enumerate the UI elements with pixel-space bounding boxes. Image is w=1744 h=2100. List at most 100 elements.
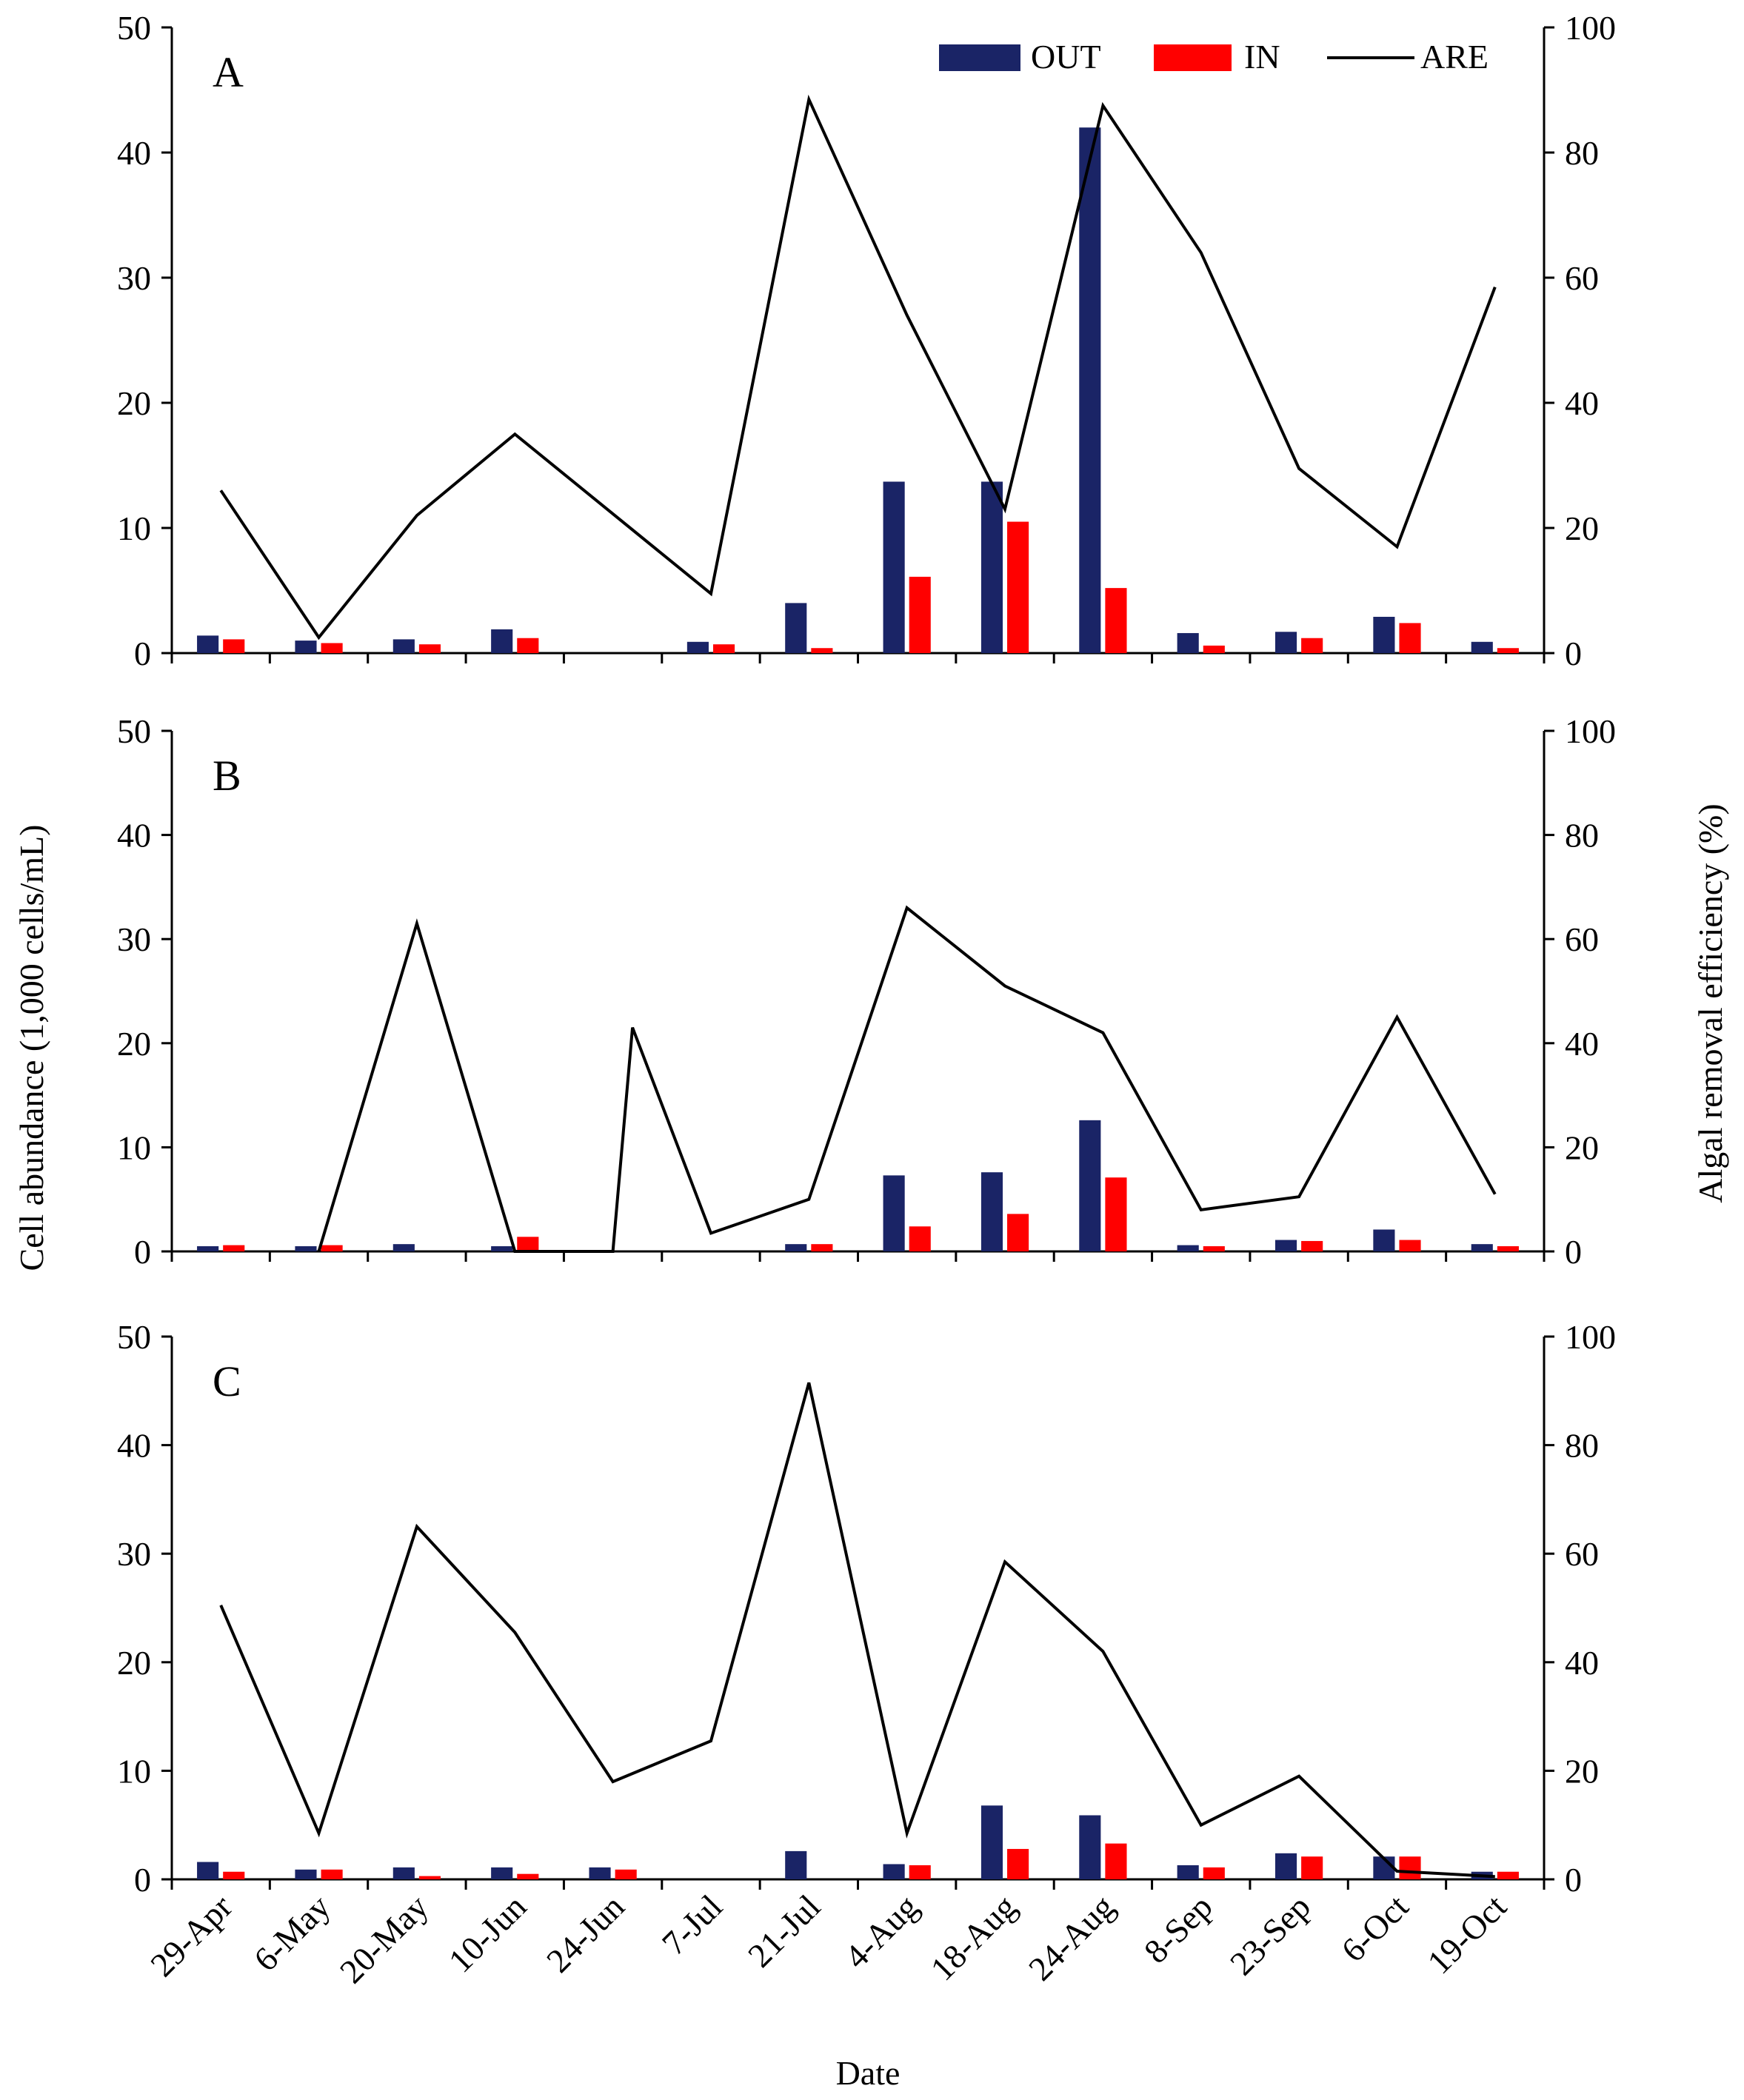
left-tick-label: 40 bbox=[117, 817, 151, 855]
bar-in bbox=[909, 1865, 931, 1879]
right-tick-label: 20 bbox=[1565, 1128, 1599, 1166]
bar-out bbox=[491, 629, 513, 653]
bar-in bbox=[1301, 1856, 1323, 1879]
bar-out bbox=[295, 1869, 317, 1879]
right-tick-label: 40 bbox=[1565, 1025, 1599, 1063]
right-tick-label: 20 bbox=[1565, 509, 1599, 547]
bar-in bbox=[1105, 1177, 1127, 1251]
left-tick-label: 20 bbox=[117, 1025, 151, 1063]
bar-out bbox=[1177, 1865, 1199, 1879]
legend-swatch-out bbox=[939, 44, 1020, 71]
bar-in bbox=[223, 1245, 245, 1251]
bar-out bbox=[785, 603, 807, 653]
bar-in bbox=[1399, 1240, 1421, 1251]
left-tick-label: 20 bbox=[117, 1644, 151, 1682]
x-tick-label: 21-Jul bbox=[741, 1887, 827, 1974]
bar-in bbox=[811, 1244, 833, 1251]
bar-in bbox=[418, 1876, 441, 1879]
left-tick-label: 0 bbox=[134, 1861, 151, 1899]
bar-in bbox=[909, 576, 931, 653]
x-tick-label: 19-Oct bbox=[1420, 1887, 1514, 1982]
bar-out bbox=[491, 1245, 513, 1251]
right-tick-label: 0 bbox=[1565, 635, 1582, 672]
bar-in bbox=[517, 638, 539, 653]
left-tick-label: 20 bbox=[117, 384, 151, 422]
legend-label-in: IN bbox=[1244, 38, 1280, 76]
panel-c: 0 10 20 30 40 50 0 20 40 60 80 100 C bbox=[117, 1318, 1616, 1899]
bar-in bbox=[1399, 1856, 1421, 1879]
chart-panels: 01020304050020406080100A0102030405002040… bbox=[117, 9, 1616, 1990]
x-tick-label: 18-Aug bbox=[923, 1887, 1023, 1987]
bar-out bbox=[392, 639, 415, 653]
left-tick-label: 50 bbox=[117, 712, 151, 750]
bar-out bbox=[295, 1245, 317, 1251]
bar-in bbox=[1497, 1245, 1519, 1251]
right-tick-label: 0 bbox=[1565, 1861, 1582, 1899]
bar-out bbox=[686, 641, 709, 653]
bar-out bbox=[1079, 1120, 1101, 1251]
bar-out bbox=[1471, 641, 1493, 653]
bar-in bbox=[1301, 1240, 1323, 1251]
bar-in bbox=[1203, 1245, 1225, 1251]
bar-in bbox=[418, 644, 441, 653]
line-are bbox=[317, 905, 1497, 1253]
bar-in bbox=[223, 639, 245, 653]
legend: OUT IN ARE bbox=[939, 38, 1489, 76]
left-tick-label: 50 bbox=[117, 1318, 151, 1356]
x-tick-label: 7-Jul bbox=[655, 1887, 729, 1962]
right-tick-label: 60 bbox=[1565, 920, 1599, 958]
line-are bbox=[219, 1382, 1495, 1879]
bar-in bbox=[1007, 1214, 1029, 1251]
bar-in bbox=[615, 1869, 637, 1879]
x-tick-label: 8-Sep bbox=[1137, 1887, 1220, 1970]
right-tick-label: 80 bbox=[1565, 134, 1599, 172]
left-tick-label: 10 bbox=[117, 509, 151, 547]
bar-out bbox=[883, 1175, 905, 1251]
bar-in bbox=[909, 1226, 931, 1251]
bar-out bbox=[1274, 632, 1297, 653]
left-tick-label: 30 bbox=[117, 920, 151, 958]
x-tick-label: 24-Aug bbox=[1021, 1887, 1121, 1987]
bar-in bbox=[1203, 1867, 1225, 1879]
left-tick-label: 40 bbox=[117, 1427, 151, 1465]
bar-out bbox=[1274, 1853, 1297, 1879]
left-tick-label: 10 bbox=[117, 1128, 151, 1166]
bar-in bbox=[1203, 645, 1225, 653]
bar-out bbox=[883, 481, 905, 653]
bar-in bbox=[223, 1871, 245, 1879]
bar-out bbox=[1079, 127, 1101, 653]
bar-out bbox=[295, 641, 317, 653]
bar-out bbox=[1373, 616, 1395, 653]
right-tick-label: 80 bbox=[1565, 1427, 1599, 1465]
bar-out bbox=[197, 1862, 219, 1879]
bar-in bbox=[517, 1873, 539, 1879]
x-tick-label: 20-May bbox=[333, 1887, 435, 1990]
bar-out bbox=[1177, 1245, 1199, 1251]
bar-in bbox=[1399, 623, 1421, 653]
left-tick-label: 30 bbox=[117, 1535, 151, 1573]
bar-out bbox=[1471, 1244, 1493, 1251]
bar-out bbox=[1177, 632, 1199, 653]
bar-in bbox=[1301, 638, 1323, 653]
left-tick-label: 30 bbox=[117, 259, 151, 297]
bar-out bbox=[197, 635, 219, 653]
bar-in bbox=[1105, 588, 1127, 653]
bar-in bbox=[811, 648, 833, 653]
x-tick-label: 10-Jun bbox=[441, 1887, 534, 1980]
legend-swatch-in bbox=[1154, 44, 1232, 71]
bar-in bbox=[1497, 648, 1519, 653]
panel-a: 0 10 20 30 40 50 0 20 40 60 80 100 A bbox=[117, 9, 1616, 672]
bar-in bbox=[1105, 1843, 1127, 1879]
right-tick-label: 40 bbox=[1565, 384, 1599, 422]
right-tick-label: 40 bbox=[1565, 1644, 1599, 1682]
legend-label-out: OUT bbox=[1031, 38, 1101, 76]
legend-label-are: ARE bbox=[1420, 38, 1489, 76]
panel-label: B bbox=[213, 752, 241, 800]
bar-in bbox=[321, 1245, 343, 1251]
x-tick-label: 6-Oct bbox=[1334, 1887, 1415, 1969]
x-tick-label: 24-Jun bbox=[539, 1887, 632, 1980]
bar-out bbox=[1274, 1240, 1297, 1251]
bar-in bbox=[1497, 1871, 1519, 1879]
bar-in bbox=[321, 1869, 343, 1879]
